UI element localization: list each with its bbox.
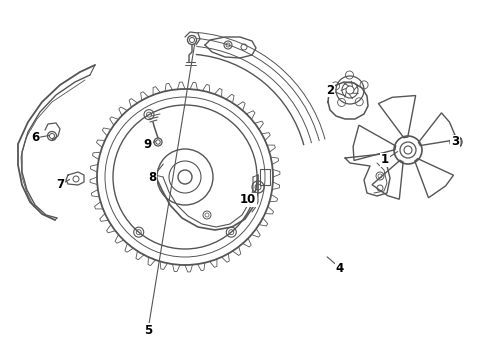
Text: 7: 7 bbox=[56, 179, 64, 192]
Text: 5: 5 bbox=[143, 324, 152, 337]
Text: 1: 1 bbox=[380, 153, 388, 166]
Text: 8: 8 bbox=[147, 171, 156, 184]
Text: 6: 6 bbox=[31, 131, 39, 144]
Text: 4: 4 bbox=[335, 261, 344, 274]
Text: 10: 10 bbox=[240, 193, 256, 207]
Text: 2: 2 bbox=[325, 84, 333, 96]
Text: 9: 9 bbox=[143, 139, 152, 152]
Text: 3: 3 bbox=[450, 135, 458, 148]
